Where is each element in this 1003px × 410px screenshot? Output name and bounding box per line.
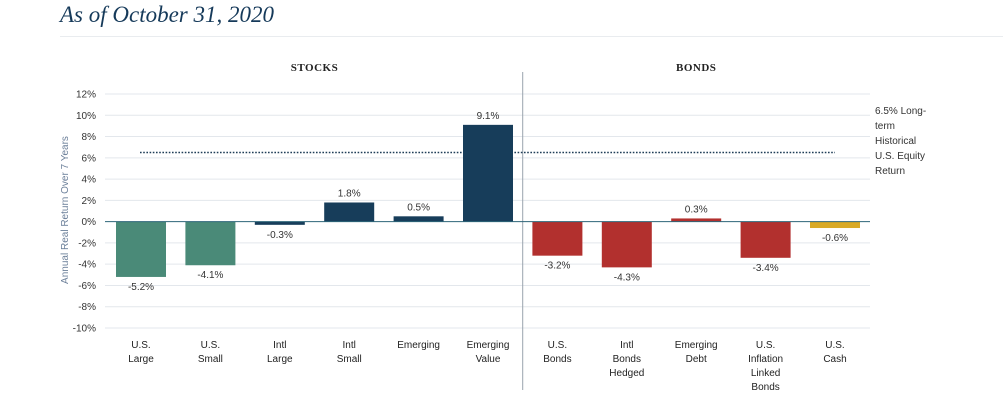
bars xyxy=(116,124,860,277)
group-label: BONDS xyxy=(676,62,716,74)
reference-line-label: Return xyxy=(875,166,905,177)
category-label: Inflation xyxy=(748,354,783,365)
data-label: 0.3% xyxy=(685,204,708,215)
category-label: Large xyxy=(267,354,293,365)
category-label: Small xyxy=(198,354,223,365)
y-tick-label: -2% xyxy=(78,238,96,249)
y-tick-label: -8% xyxy=(78,302,96,313)
category-label: Hedged xyxy=(609,368,644,379)
data-labels: -5.2% -4.1% -0.3% 1.8% 0.5% 9.1% -3.2% -4.3% 0.3… xyxy=(128,111,848,293)
data-label: 0.5% xyxy=(407,202,430,213)
data-label: -0.3% xyxy=(267,230,293,241)
y-tick-label: -6% xyxy=(78,281,96,292)
bar xyxy=(254,221,305,225)
category-label: Emerging xyxy=(397,340,440,351)
bar xyxy=(810,221,860,229)
category-label: U.S. xyxy=(756,340,775,351)
y-tick-label: -10% xyxy=(73,324,96,335)
category-label: U.S. xyxy=(548,340,567,351)
category-label: Emerging xyxy=(675,340,718,351)
bar xyxy=(532,221,583,256)
data-label: 9.1% xyxy=(477,111,500,122)
y-tick-labels: 12% 10% 8% 6% 4% 2% 0% -2% -4% -6% -8% -10% xyxy=(73,90,96,335)
group-label: STOCKS xyxy=(291,62,338,74)
category-label: Linked xyxy=(751,368,780,379)
data-label: -4.3% xyxy=(614,272,640,283)
bar xyxy=(116,221,166,277)
reference-annotation: 6.5% Long-term Historical U.S. Equity Retur… xyxy=(875,106,926,177)
category-label: Intl xyxy=(273,340,286,351)
category-labels: U.S. Large U.S. Small Intl Large Intl Small Emer… xyxy=(128,340,846,393)
category-label: Cash xyxy=(823,354,846,365)
bar xyxy=(601,221,652,268)
bar xyxy=(671,218,722,222)
y-tick-label: 4% xyxy=(82,175,97,186)
category-label: Intl xyxy=(620,340,633,351)
y-tick-label: 6% xyxy=(82,153,97,164)
data-label: 1.8% xyxy=(338,188,361,199)
category-label: Bonds xyxy=(613,354,641,365)
data-label: -4.1% xyxy=(197,270,223,281)
reference-line-label: U.S. Equity xyxy=(875,151,925,162)
data-label: -3.4% xyxy=(753,263,779,274)
y-tick-label: 0% xyxy=(82,217,97,228)
category-label: Debt xyxy=(686,354,707,365)
bar xyxy=(393,216,444,222)
y-axis-label: Annual Real Return Over 7 Years xyxy=(60,136,71,284)
category-label: Bonds xyxy=(543,354,571,365)
category-label: U.S. xyxy=(201,340,220,351)
page-title: As of October 31, 2020 xyxy=(60,2,275,27)
reference-line-label: 6.5% Long- xyxy=(875,106,926,117)
category-label: Small xyxy=(337,354,362,365)
category-label: Value xyxy=(476,354,501,365)
category-label: Intl xyxy=(343,340,356,351)
bar xyxy=(185,221,236,266)
category-label: U.S. xyxy=(131,340,150,351)
category-label: U.S. xyxy=(825,340,844,351)
data-label: -0.6% xyxy=(822,233,848,244)
data-label: -3.2% xyxy=(544,261,570,272)
bar xyxy=(740,221,791,258)
y-tick-label: 10% xyxy=(76,111,96,122)
y-tick-label: -4% xyxy=(78,260,96,271)
group-labels: STOCKS BONDS xyxy=(291,62,716,74)
category-label: Bonds xyxy=(751,382,779,393)
category-label: Emerging xyxy=(467,340,510,351)
category-label: Large xyxy=(128,354,154,365)
title-divider xyxy=(60,36,1003,37)
bar xyxy=(463,124,513,222)
y-tick-label: 2% xyxy=(82,196,97,207)
data-label: -5.2% xyxy=(128,282,154,293)
bar xyxy=(324,202,375,222)
y-tick-label: 8% xyxy=(82,132,97,143)
reference-line-label: term xyxy=(875,121,895,132)
reference-line-label: Historical xyxy=(875,136,916,147)
y-tick-label: 12% xyxy=(76,90,96,101)
